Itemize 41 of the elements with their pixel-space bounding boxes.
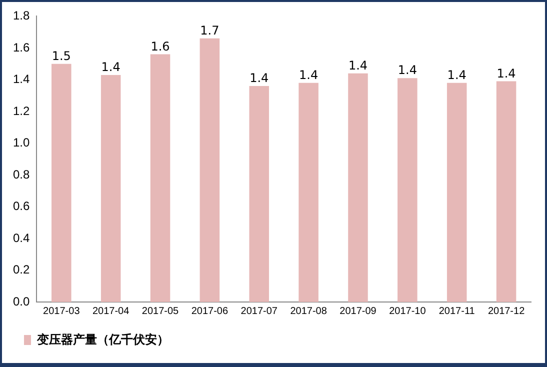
y-tick-label: 1.4 — [12, 72, 30, 86]
x-tick-label: 2017-03 — [43, 306, 80, 317]
data-label: 1.4 — [398, 63, 417, 78]
x-tick-label: 2017-07 — [240, 306, 278, 317]
y-tick-label: 1.0 — [12, 136, 30, 150]
bar — [249, 86, 270, 302]
bar — [446, 82, 467, 302]
data-label: 1.5 — [52, 48, 71, 63]
y-tick-label: 0.8 — [12, 167, 30, 182]
data-label: 1.7 — [200, 24, 220, 38]
data-label: 1.6 — [150, 39, 170, 54]
data-label: 1.4 — [250, 71, 269, 86]
y-tick-label: 1.2 — [12, 104, 30, 118]
x-tick-label: 2017-04 — [92, 306, 130, 317]
data-label: 1.4 — [447, 68, 466, 82]
x-tick-label: 2017-08 — [290, 306, 328, 317]
y-tick-label: 0.4 — [12, 230, 30, 245]
bar — [200, 38, 220, 302]
y-tick-label: 0.0 — [12, 294, 30, 308]
bar — [100, 74, 121, 302]
x-tick-label: 2017-05 — [142, 306, 180, 317]
bar — [496, 81, 516, 302]
bar — [298, 82, 318, 302]
y-tick-label: 1.6 — [12, 40, 30, 54]
y-tick-label: 0.2 — [12, 262, 30, 277]
bar — [398, 78, 418, 302]
data-label: 1.4 — [348, 58, 368, 72]
bar — [348, 73, 368, 302]
bar — [150, 54, 170, 302]
x-tick-label: 2017-06 — [191, 306, 228, 317]
data-label: 1.4 — [299, 68, 318, 82]
x-tick-label: 2017-10 — [389, 306, 426, 317]
x-tick-label: 2017-09 — [340, 306, 377, 317]
data-label: 1.4 — [496, 66, 516, 80]
bar — [52, 64, 72, 302]
y-tick-label: 1.8 — [12, 8, 30, 23]
x-tick-label: 2017-11 — [438, 306, 476, 317]
x-tick-label: 2017-12 — [488, 306, 526, 317]
legend-label: 变压器产量（亿千伏安） — [36, 332, 169, 346]
data-label: 1.4 — [101, 60, 120, 74]
y-tick-label: 0.6 — [12, 199, 30, 214]
